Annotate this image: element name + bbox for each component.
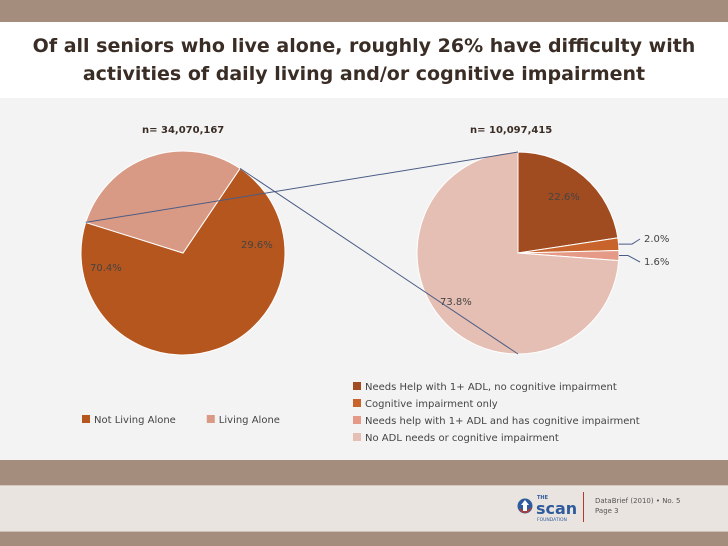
data-label-needs-help-no-cognitive: 22.6% [548, 192, 580, 203]
slide-title: Of all seniors who live alone, roughly 2… [0, 22, 728, 98]
pie-slice-needs-help-with-1-adl-no-cognitive-impairment [517, 151, 619, 254]
legend-label-needs-help-with-1-adl-no-cognitive-impairment: Needs Help with 1+ ADL, no cognitive imp… [365, 382, 617, 393]
pie-of-pie-chart: n= 34,070,167 n= 10,097,415 70.4% 29.6% 22.6… [80, 125, 669, 444]
legend-swatch-no-adl-needs-or-cognitive-impairment [353, 433, 361, 441]
legend-swatch-cognitive-impairment-only [353, 399, 361, 407]
data-label-adl-and-cognitive: 1.6% [644, 257, 669, 268]
footer-divider [583, 492, 584, 522]
data-label-not-living-alone: 70.4% [90, 263, 122, 274]
legend-label-cognitive-impairment-only: Cognitive impairment only [365, 399, 498, 410]
page-number: Page 3 [595, 507, 619, 515]
data-label-no-adl-needs: 73.8% [440, 297, 472, 308]
scan-foundation-logo: THE scan FOUNDATION [516, 492, 586, 524]
legend-swatch-not-living-alone [82, 415, 90, 423]
pie-slice-living-alone [85, 150, 241, 254]
leader-line-adl-and-cognitive [619, 255, 641, 263]
legend-swatch-needs-help-with-1-adl-no-cognitive-impairment [353, 382, 361, 390]
legend-swatch-needs-help-with-1-adl-and-has-cognitive-impairment [353, 416, 361, 424]
footer-citation: DataBrief (2010) • No. 5 Page 3 [595, 496, 681, 516]
title-line-1: Of all seniors who live alone, roughly 2… [32, 35, 696, 57]
pie-slice-not-living-alone [80, 167, 286, 356]
legend-swatch-living-alone [206, 415, 215, 423]
chart-area: n= 34,070,167 n= 10,097,415 70.4% 29.6% 22.6… [0, 98, 728, 460]
logo-the-text: THE [537, 495, 549, 501]
connector-line-bottom [239, 168, 519, 355]
data-label-cognitive-only: 2.0% [644, 234, 669, 245]
logo-foundation-text: FOUNDATION [537, 517, 567, 523]
pie-slice-no-adl-needs-or-cognitive-impairment [416, 151, 620, 355]
connector-line-top [85, 151, 519, 223]
legend-label-needs-help-with-1-adl-and-has-cognitive-impairment: Needs help with 1+ ADL and has cognitive… [365, 416, 640, 427]
footer: THE scan FOUNDATION DataBrief (2010) • N… [0, 485, 728, 532]
right-pie-title: n= 10,097,415 [470, 125, 552, 136]
title-line-2: activities of daily living and/or cognit… [82, 63, 646, 85]
data-label-living-alone: 29.6% [241, 240, 273, 251]
databrief-line: DataBrief (2010) • No. 5 [595, 497, 681, 505]
logo-scan-text: scan [536, 499, 577, 518]
legend-label-living-alone: Living Alone [219, 415, 280, 426]
leader-line-cognitive-only [618, 238, 641, 245]
left-pie-title: n= 34,070,167 [142, 125, 224, 136]
legend-label-no-adl-needs-or-cognitive-impairment: No ADL needs or cognitive impairment [365, 433, 559, 444]
legend-label-not-living-alone: Not Living Alone [94, 415, 176, 426]
